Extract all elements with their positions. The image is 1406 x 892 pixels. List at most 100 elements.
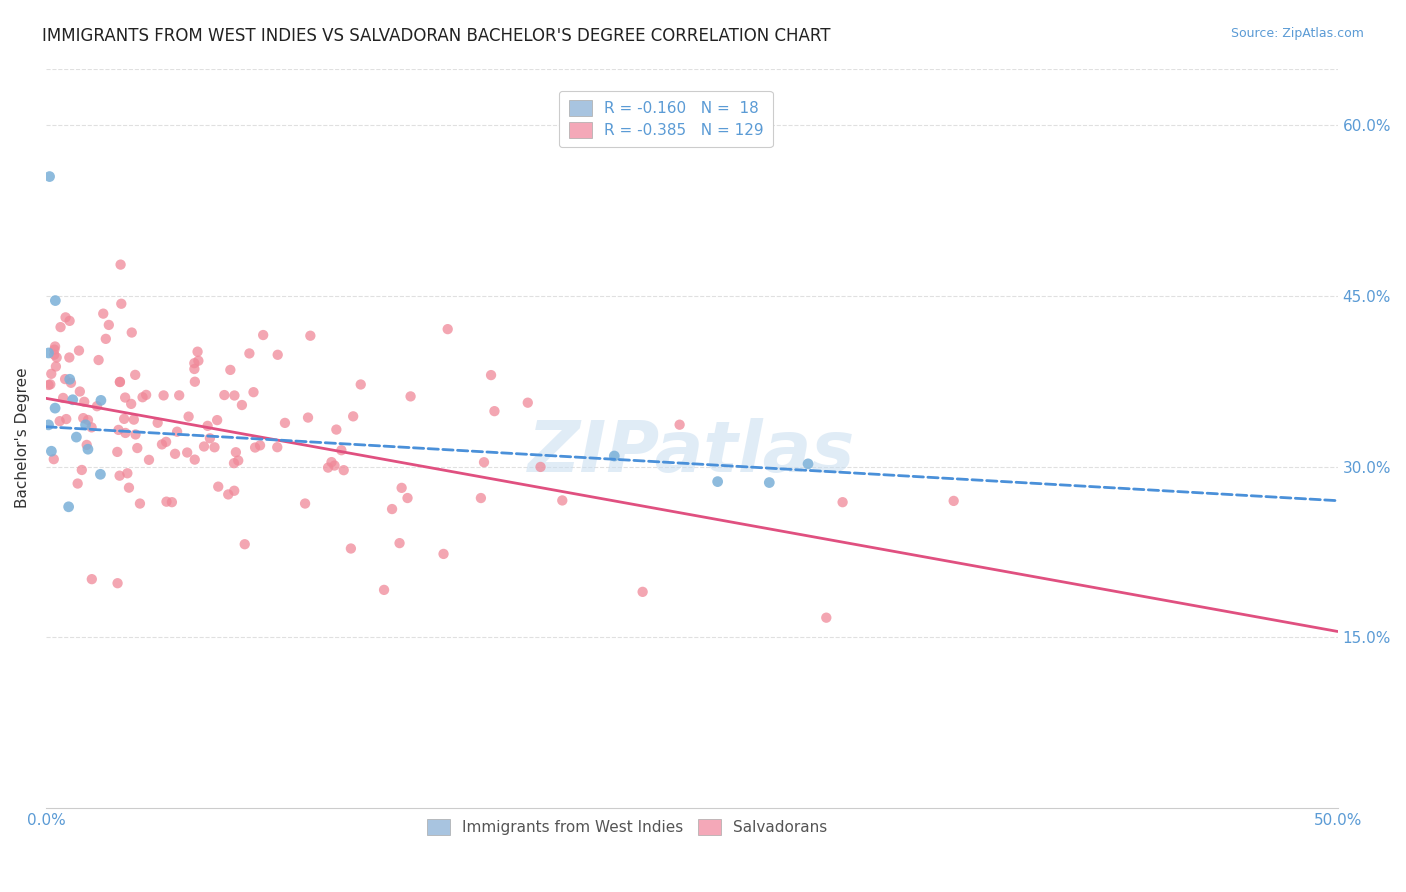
Point [80,572,103,586]
Point [59,314,82,328]
Point [138,453,160,467]
Point [217,487,239,501]
Point [330,443,353,458]
Point [167,388,190,402]
Point [205,413,228,427]
Point [479,368,502,383]
Point [214,388,236,402]
Point [183,452,205,467]
Legend: Immigrants from West Indies, Salvadorans: Immigrants from West Indies, Salvadorans [418,810,837,845]
Point [124,368,146,382]
Point [55,310,77,325]
Point [107,423,129,437]
Point [117,467,139,481]
Point [321,455,343,469]
Point [72,411,94,425]
Point [225,445,247,459]
Point [70,463,93,477]
Point [231,398,253,412]
Point [668,417,690,432]
Text: ZIPatlas: ZIPatlas [529,418,855,487]
Point [323,458,346,473]
Point [184,375,207,389]
Point [67,343,90,358]
Point [391,481,413,495]
Point [160,495,183,509]
Point [516,395,538,409]
Point [183,356,205,370]
Point [233,537,256,551]
Point [97,318,120,332]
Point [381,502,404,516]
Point [86,399,108,413]
Point [155,494,177,508]
Point [38,417,60,432]
Point [297,410,319,425]
Point [118,481,141,495]
Point [90,393,112,408]
Point [108,375,131,389]
Point [65,430,87,444]
Point [45,359,67,374]
Point [59,376,82,390]
Point [942,494,965,508]
Text: IMMIGRANTS FROM WEST INDIES VS SALVADORAN BACHELOR'S DEGREE CORRELATION CHART: IMMIGRANTS FROM WEST INDIES VS SALVADORA… [42,27,831,45]
Point [77,413,100,427]
Point [797,457,820,471]
Point [39,377,62,392]
Point [815,610,838,624]
Point [114,391,136,405]
Point [66,476,89,491]
Point [131,390,153,404]
Point [299,328,322,343]
Point [226,453,249,467]
Point [399,389,422,403]
Point [224,483,246,498]
Y-axis label: Bachelor's Degree: Bachelor's Degree [15,368,30,508]
Point [146,416,169,430]
Point [706,475,728,489]
Point [108,375,131,389]
Point [77,442,100,457]
Point [197,418,219,433]
Point [107,576,129,591]
Point [631,585,654,599]
Point [38,346,60,360]
Point [316,460,339,475]
Point [53,372,76,386]
Point [73,394,96,409]
Point [484,404,506,418]
Point [124,427,146,442]
Point [831,495,853,509]
Point [58,351,80,365]
Point [432,547,454,561]
Point [294,496,316,510]
Point [41,444,63,458]
Point [59,372,82,386]
Point [340,541,363,556]
Point [48,414,70,428]
Point [373,582,395,597]
Point [44,293,66,308]
Point [267,348,290,362]
Point [89,467,111,482]
Point [120,397,142,411]
Point [152,388,174,402]
Point [129,497,152,511]
Point [472,455,495,469]
Point [193,440,215,454]
Point [127,441,149,455]
Point [114,425,136,440]
Point [166,425,188,439]
Point [39,367,62,381]
Point [187,344,209,359]
Point [94,332,117,346]
Point [44,401,66,416]
Point [470,491,492,505]
Point [108,468,131,483]
Point [38,378,60,392]
Point [49,320,72,334]
Point [332,463,354,477]
Point [44,339,66,353]
Point [55,412,77,426]
